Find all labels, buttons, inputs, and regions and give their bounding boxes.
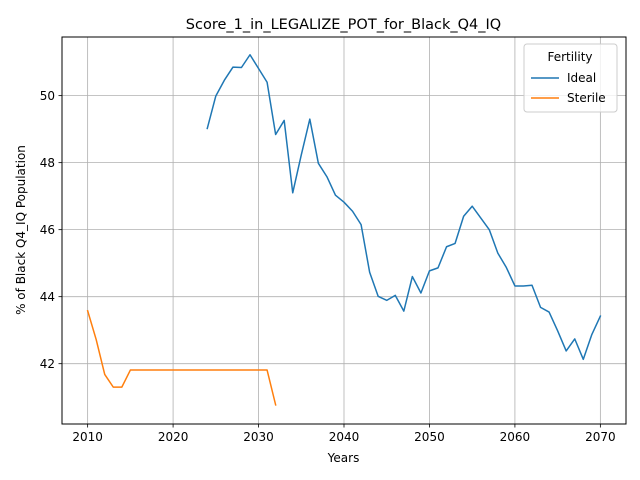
y-tick-label: 42: [40, 357, 55, 371]
chart-title: Score_1_in_LEGALIZE_POT_for_Black_Q4_IQ: [186, 17, 501, 33]
series-lines: [86, 54, 602, 406]
legend-box: [523, 43, 618, 113]
legend-label-ideal: Ideal: [567, 71, 596, 85]
legend-title: Fertility: [547, 50, 592, 64]
y-axis-label: % of Black Q4_IQ Population: [14, 145, 28, 315]
y-tick-label: 46: [40, 223, 55, 237]
y-tick-label: 50: [40, 89, 55, 103]
y-tick-label: 48: [40, 156, 55, 170]
x-axis-label: Years: [327, 451, 360, 465]
y-tick-label: 44: [40, 290, 55, 304]
x-tick-label: 2040: [329, 430, 360, 444]
grid: [62, 37, 626, 424]
x-tick-label: 2060: [500, 430, 531, 444]
x-tick-label: 2020: [158, 430, 189, 444]
x-tick-label: 2070: [585, 430, 616, 444]
x-tick-label: 2050: [414, 430, 445, 444]
x-tick-label: 2030: [243, 430, 274, 444]
legend-label-sterile: Sterile: [567, 91, 606, 105]
series-line-sterile: [86, 309, 277, 406]
series-line-ideal: [206, 54, 602, 361]
legend: Fertility Ideal Sterile: [523, 43, 618, 113]
x-tick-label: 2010: [72, 430, 103, 444]
axis-ticks: 2010 2020 2030 2040 2050 2060 2070 42 44 46 48 50: [40, 89, 616, 444]
